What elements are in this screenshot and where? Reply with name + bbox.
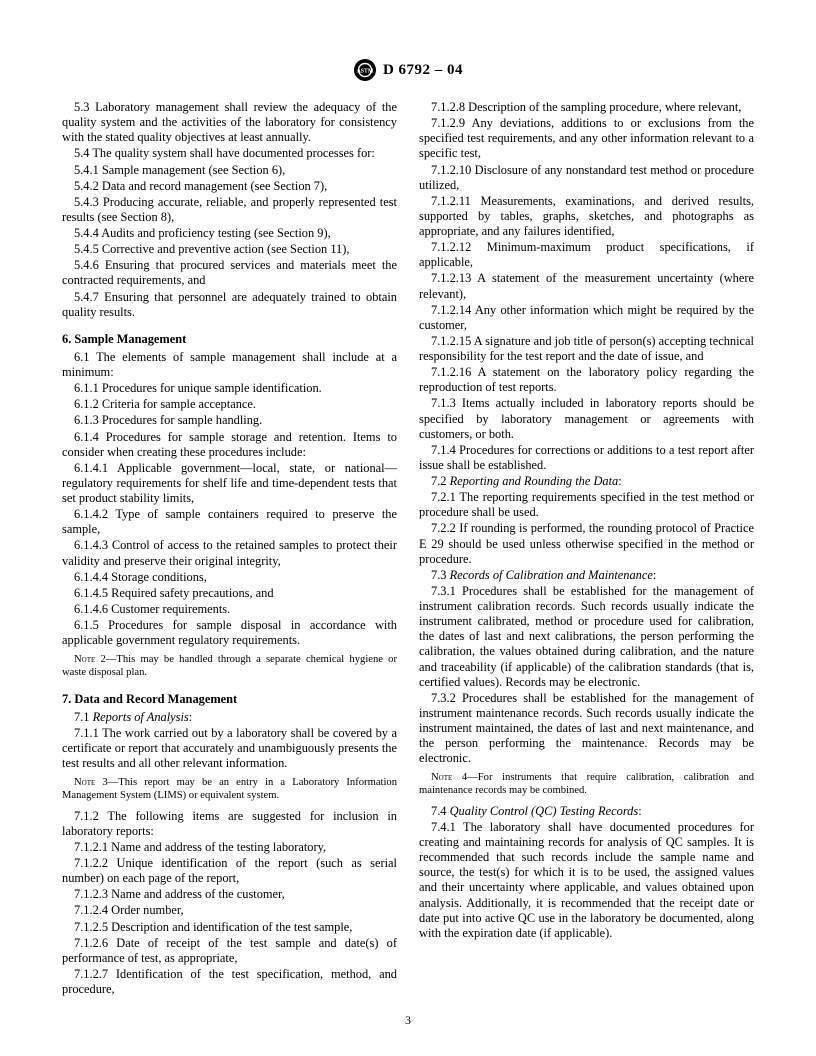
header-designation: D 6792 – 04 [383, 62, 463, 79]
para-7-1-2-9: 7.1.2.9 Any deviations, additions to or … [419, 116, 754, 161]
para-5-4-7: 5.4.7 Ensuring that personnel are adequa… [62, 290, 397, 320]
para-7-2-title: Reporting and Rounding the Data [450, 474, 619, 488]
para-5-4-4: 5.4.4 Audits and proficiency testing (se… [62, 226, 397, 241]
para-5-4-1: 5.4.1 Sample management (see Section 6), [62, 163, 397, 178]
para-7-1-2-2: 7.1.2.2 Unique identification of the rep… [62, 856, 397, 886]
para-7-1-num: 7.1 [74, 710, 93, 724]
para-6-1-4-5: 6.1.4.5 Required safety precautions, and [62, 586, 397, 601]
para-7-1-2-4: 7.1.2.4 Order number, [62, 903, 397, 918]
para-6-1-3: 6.1.3 Procedures for sample handling. [62, 413, 397, 428]
para-7-1-2-14: 7.1.2.14 Any other information which mig… [419, 303, 754, 333]
para-7-2-2: 7.2.2 If rounding is performed, the roun… [419, 521, 754, 566]
para-7-3-title: Records of Calibration and Maintenance [450, 568, 653, 582]
para-7-1-1: 7.1.1 The work carried out by a laborato… [62, 726, 397, 771]
para-7-1-2-6: 7.1.2.6 Date of receipt of the test samp… [62, 936, 397, 966]
para-7-1-2-13: 7.1.2.13 A statement of the measurement … [419, 271, 754, 301]
note-3: Note 3—This report may be an entry in a … [62, 777, 397, 802]
para-5-4-3: 5.4.3 Producing accurate, reliable, and … [62, 195, 397, 225]
para-5-4: 5.4 The quality system shall have docume… [62, 146, 397, 161]
para-7-1-2-3: 7.1.2.3 Name and address of the customer… [62, 887, 397, 902]
para-7-3-num: 7.3 [431, 568, 450, 582]
para-7-4-title: Quality Control (QC) Testing Records [450, 804, 639, 818]
page-header: ASTM D 6792 – 04 [62, 58, 754, 82]
para-5-3: 5.3 Laboratory management shall review t… [62, 100, 397, 145]
heading-6: 6. Sample Management [62, 332, 397, 347]
note-3-label: Note 3— [74, 777, 118, 788]
para-7-1-2-10: 7.1.2.10 Disclosure of any nonstandard t… [419, 163, 754, 193]
note-4: Note 4—For instruments that require cali… [419, 772, 754, 797]
page-number: 3 [0, 1013, 816, 1028]
para-7-1-2-11: 7.1.2.11 Measurements, examinations, and… [419, 194, 754, 239]
para-7-3-1: 7.3.1 Procedures shall be established fo… [419, 584, 754, 690]
svg-text:ASTM: ASTM [357, 69, 374, 75]
para-7-1-2-12: 7.1.2.12 Minimum-maximum product specifi… [419, 240, 754, 270]
note-2-label: Note 2— [74, 654, 116, 665]
para-6-1-4: 6.1.4 Procedures for sample storage and … [62, 430, 397, 460]
para-5-4-6: 5.4.6 Ensuring that procured services an… [62, 258, 397, 288]
para-7-1-2-15: 7.1.2.15 A signature and job title of pe… [419, 334, 754, 364]
para-7-1-3: 7.1.3 Items actually included in laborat… [419, 396, 754, 441]
para-7-1-2-16: 7.1.2.16 A statement on the laboratory p… [419, 365, 754, 395]
para-7-4-colon: : [638, 804, 641, 818]
para-7-2-colon: : [618, 474, 621, 488]
para-7-1-4: 7.1.4 Procedures for corrections or addi… [419, 443, 754, 473]
para-6-1: 6.1 The elements of sample management sh… [62, 350, 397, 380]
note-4-label: Note 4— [431, 772, 478, 783]
para-7-2-1: 7.2.1 The reporting requirements specifi… [419, 490, 754, 520]
para-6-1-4-3: 6.1.4.3 Control of access to the retaine… [62, 538, 397, 568]
para-6-1-4-4: 6.1.4.4 Storage conditions, [62, 570, 397, 585]
para-7-2: 7.2 Reporting and Rounding the Data: [419, 474, 754, 489]
para-7-1: 7.1 Reports of Analysis: [62, 710, 397, 725]
para-6-1-4-1: 6.1.4.1 Applicable government—local, sta… [62, 461, 397, 506]
para-7-4-1: 7.4.1 The laboratory shall have document… [419, 820, 754, 941]
para-6-1-5: 6.1.5 Procedures for sample disposal in … [62, 618, 397, 648]
para-7-3-colon: : [653, 568, 656, 582]
para-7-1-2: 7.1.2 The following items are suggested … [62, 809, 397, 839]
para-5-4-2: 5.4.2 Data and record management (see Se… [62, 179, 397, 194]
para-7-1-colon: : [189, 710, 192, 724]
para-7-1-2-8: 7.1.2.8 Description of the sampling proc… [419, 100, 754, 115]
para-7-1-2-5: 7.1.2.5 Description and identification o… [62, 920, 397, 935]
para-6-1-4-6: 6.1.4.6 Customer requirements. [62, 602, 397, 617]
astm-logo-icon: ASTM [353, 58, 377, 82]
para-7-4: 7.4 Quality Control (QC) Testing Records… [419, 804, 754, 819]
para-6-1-2: 6.1.2 Criteria for sample acceptance. [62, 397, 397, 412]
para-7-1-2-7: 7.1.2.7 Identification of the test speci… [62, 967, 397, 997]
heading-7: 7. Data and Record Management [62, 692, 397, 707]
para-7-1-2-1: 7.1.2.1 Name and address of the testing … [62, 840, 397, 855]
note-2: Note 2—This may be handled through a sep… [62, 654, 397, 679]
para-7-1-title: Reports of Analysis [93, 710, 189, 724]
para-6-1-4-2: 6.1.4.2 Type of sample containers requir… [62, 507, 397, 537]
body-columns: 5.3 Laboratory management shall review t… [62, 100, 754, 1010]
para-7-3: 7.3 Records of Calibration and Maintenan… [419, 568, 754, 583]
para-6-1-1: 6.1.1 Procedures for unique sample ident… [62, 381, 397, 396]
para-7-3-2: 7.3.2 Procedures shall be established fo… [419, 691, 754, 767]
para-7-2-num: 7.2 [431, 474, 450, 488]
para-5-4-5: 5.4.5 Corrective and preventive action (… [62, 242, 397, 257]
page: ASTM D 6792 – 04 5.3 Laboratory manageme… [0, 0, 816, 1056]
para-7-4-num: 7.4 [431, 804, 450, 818]
